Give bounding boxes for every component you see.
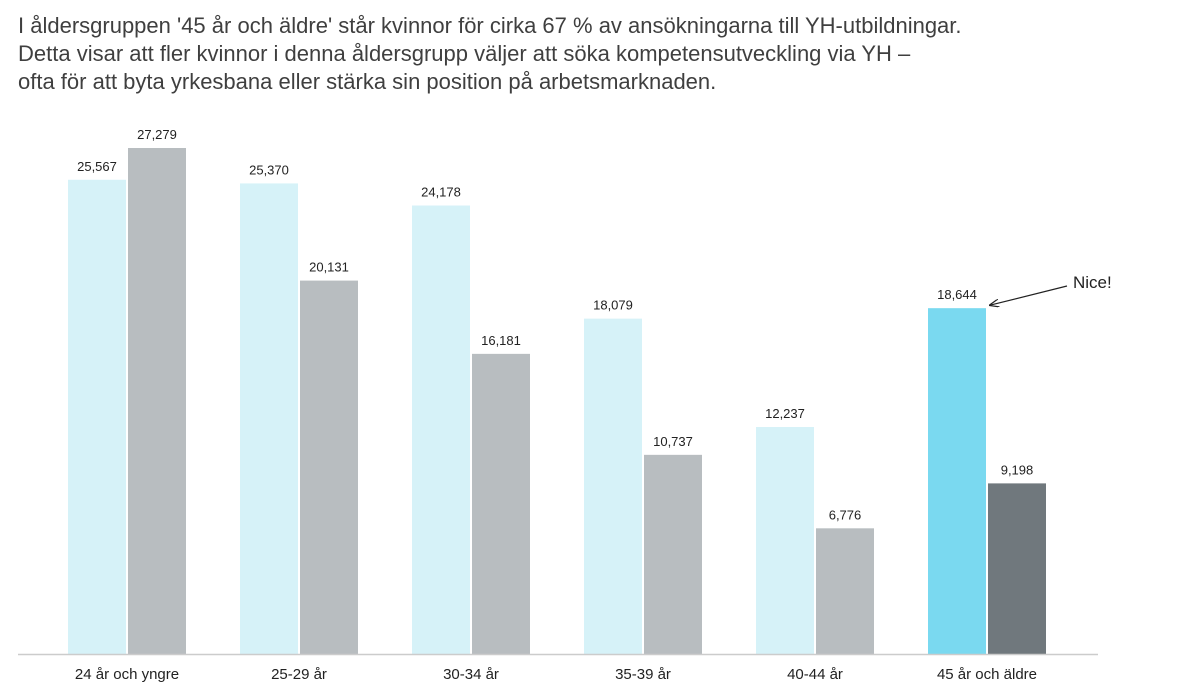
title-line-1: I åldersgruppen '45 år och äldre' står k… [18,13,962,38]
data-label: 18,644 [937,287,977,302]
bar [240,183,298,655]
bar [928,308,986,654]
bar [988,483,1046,654]
data-label: 25,370 [249,162,289,177]
data-label: 16,181 [481,333,521,348]
data-label: 27,279 [137,127,177,142]
data-label: 18,079 [593,298,633,313]
x-tick-label: 35-39 år [615,666,671,683]
data-label: 10,737 [653,434,693,449]
bar-group: 25,567 27,279 24 år och yngre [68,127,186,683]
bar-group: 24,178 16,181 30-34 år [412,185,530,683]
bar [300,280,358,654]
annotation-arrow [990,285,1068,305]
data-label: 25,567 [77,159,117,174]
x-tick-label: 40-44 år [787,666,843,683]
data-label: 24,178 [421,185,461,200]
bar-group: 12,237 6,776 40-44 år [756,406,874,683]
bar [644,454,702,654]
title-line-2: Detta visar att fler kvinnor i denna åld… [18,41,911,66]
bar [816,528,874,654]
bar [128,148,186,654]
annotation-text: Nice! [1073,273,1112,292]
data-label: 20,131 [309,260,349,275]
bar [412,205,470,654]
x-tick-label: 45 år och äldre [937,666,1037,683]
data-label: 12,237 [765,406,805,421]
title-line-3: ofta för att byta yrkesbana eller stärka… [18,69,717,94]
bar-group: 18,644 9,198 45 år och äldre [928,287,1046,683]
bar [756,427,814,654]
x-tick-label: 25-29 år [271,666,327,683]
bar [68,179,126,655]
x-tick-label: 24 år och yngre [75,666,179,683]
chart-title: I åldersgruppen '45 år och äldre' står k… [18,12,1168,96]
bar-group: 25,370 20,131 25-29 år [240,162,358,683]
x-tick-label: 30-34 år [443,666,499,683]
data-label: 9,198 [1001,462,1034,477]
bar [472,353,530,654]
bar [584,318,642,654]
data-label: 6,776 [829,507,862,522]
bar-group: 18,079 10,737 35-39 år [584,298,702,683]
